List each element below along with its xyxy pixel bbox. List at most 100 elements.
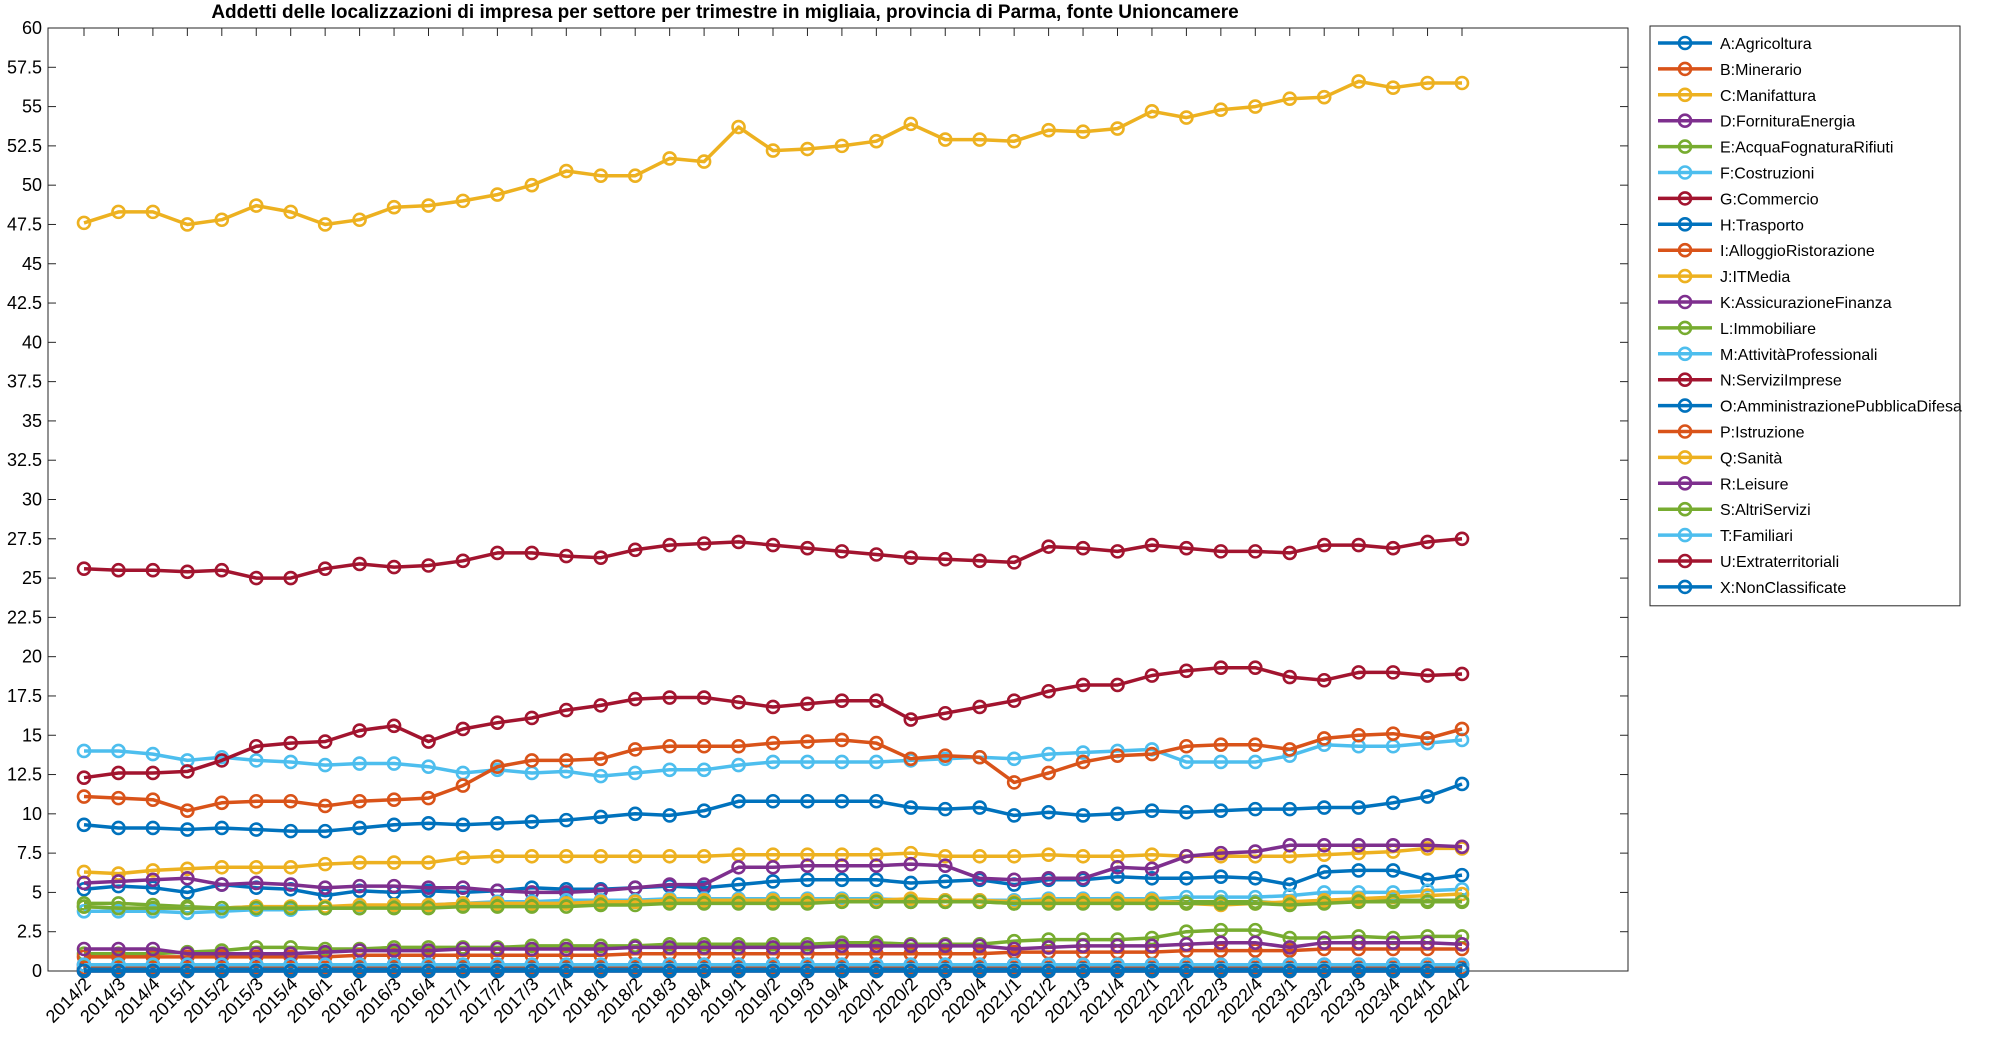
data-point	[352, 820, 367, 836]
legend-swatch-marker	[1677, 165, 1693, 180]
data-point	[524, 941, 540, 957]
data-point	[317, 217, 333, 232]
data-point	[765, 874, 781, 889]
data-point	[1351, 845, 1366, 861]
data-point	[627, 691, 643, 707]
data-point	[352, 943, 367, 958]
data-point	[145, 746, 161, 762]
data-point	[1248, 963, 1263, 979]
data-point	[1454, 936, 1470, 952]
data-point	[1110, 748, 1125, 763]
data-point	[386, 943, 402, 958]
legend-swatch-marker	[1677, 579, 1693, 595]
data-point	[1144, 861, 1160, 877]
data-point	[524, 814, 540, 829]
data-point	[1179, 804, 1194, 820]
data-point	[593, 963, 609, 979]
data-point	[455, 778, 471, 793]
data-point	[765, 963, 781, 979]
data-point	[800, 754, 815, 770]
y-tick-label: 22.5	[7, 607, 42, 627]
legend-label: L:Immobiliare	[1720, 321, 1816, 338]
data-point	[627, 742, 643, 757]
data-point	[76, 941, 92, 957]
data-point	[1213, 803, 1229, 818]
data-point	[869, 894, 884, 910]
legend-swatch-marker	[1677, 346, 1693, 362]
data-point	[317, 561, 333, 576]
data-point	[248, 570, 264, 586]
series-S:AltriServizi	[76, 894, 1470, 916]
y-tick-label: 0	[32, 961, 42, 981]
data-point	[1041, 896, 1056, 911]
series-layer	[76, 74, 1470, 979]
legend-swatch-marker	[1677, 450, 1693, 465]
data-point	[1248, 754, 1263, 770]
y-tick-label: 5	[32, 882, 42, 902]
data-point	[111, 949, 126, 965]
data-point	[111, 941, 126, 957]
data-point	[1006, 751, 1022, 767]
y-tick-label: 37.5	[7, 372, 42, 392]
data-point	[1006, 896, 1022, 911]
data-point	[627, 542, 643, 558]
data-point	[1075, 754, 1091, 770]
data-point	[145, 963, 161, 979]
y-tick-label: 35	[22, 411, 42, 431]
data-point	[972, 553, 988, 569]
data-point	[283, 877, 299, 892]
data-point	[1006, 775, 1022, 790]
legend-item: F:Costruzioni	[1658, 165, 1814, 183]
data-point	[800, 141, 815, 157]
data-point	[524, 710, 540, 726]
legend-item: S:AltriServizi	[1658, 501, 1811, 519]
data-point	[1075, 870, 1091, 886]
data-point	[1041, 122, 1056, 138]
data-point	[1420, 837, 1435, 853]
data-point	[317, 900, 333, 916]
data-point	[593, 550, 609, 565]
legend-item: E:AcquaFognaturaRifiuti	[1658, 139, 1893, 157]
y-tick-label: 47.5	[7, 214, 42, 234]
data-point	[937, 705, 953, 721]
data-point	[248, 859, 264, 875]
data-point	[111, 963, 126, 979]
legend-item: B:Minerario	[1658, 61, 1802, 79]
data-point	[1075, 938, 1091, 954]
data-point	[731, 757, 746, 773]
data-point	[696, 877, 712, 892]
data-point	[1316, 672, 1332, 688]
data-point	[455, 553, 471, 569]
data-point	[317, 963, 333, 979]
data-point	[1351, 800, 1366, 815]
data-point	[214, 795, 230, 811]
data-point	[111, 874, 126, 889]
data-point	[1075, 896, 1091, 911]
data-point	[593, 941, 609, 957]
data-point	[834, 858, 850, 873]
data-point	[558, 941, 574, 957]
data-point	[1248, 844, 1263, 859]
data-point	[352, 963, 367, 979]
data-point	[421, 943, 436, 958]
data-point	[1179, 924, 1194, 940]
data-point	[180, 822, 195, 837]
data-point	[1351, 837, 1366, 853]
data-point	[1316, 935, 1332, 951]
legend-label: X:NonClassificate	[1720, 580, 1846, 597]
data-point	[386, 756, 402, 771]
data-point	[524, 177, 540, 193]
data-point	[1248, 935, 1263, 951]
y-tick-label: 25	[22, 568, 42, 588]
data-point	[180, 861, 195, 877]
data-point	[1213, 737, 1229, 752]
data-point	[1282, 940, 1298, 955]
data-point	[627, 765, 643, 781]
data-point	[386, 963, 402, 979]
legend-label: K:AssicurazioneFinanza	[1720, 295, 1892, 312]
data-point	[1213, 943, 1229, 958]
data-point	[558, 753, 574, 768]
data-point	[1351, 963, 1366, 979]
legend-item: A:Agricoltura	[1658, 35, 1812, 53]
data-point	[1316, 800, 1332, 815]
